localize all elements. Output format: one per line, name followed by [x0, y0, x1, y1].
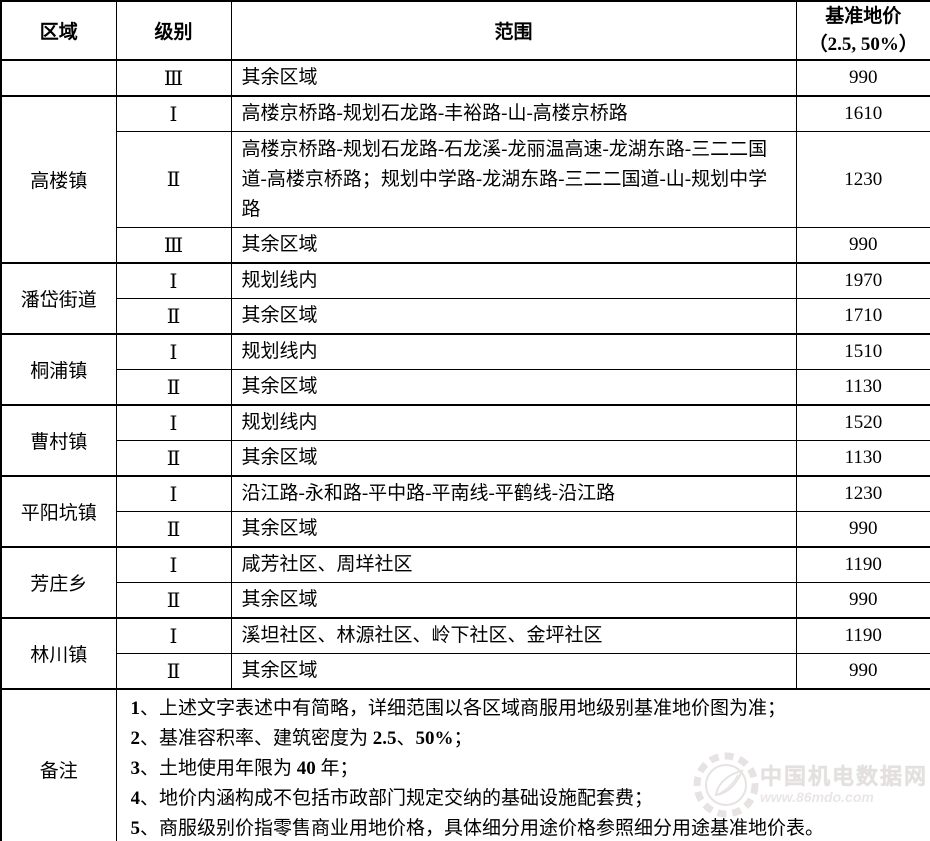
range-cell: 其余区域	[230, 369, 796, 405]
remark-item: 2、基准容积率、建筑密度为 2.5、50%；	[130, 728, 473, 749]
table-row: 潘岱街道 Ⅰ 规划线内 1970	[0, 262, 930, 334]
header-row: 区域 级别 范围 基准地价 （2.5, 50%）	[0, 1, 930, 60]
range-cell: 其余区域	[230, 59, 796, 96]
level-cell: Ⅱ	[115, 653, 231, 689]
table-row: 芳庄乡 Ⅰ 咸芳社区、周垟社区 1190	[0, 546, 930, 618]
level-cell: Ⅲ	[115, 227, 231, 263]
price-cell: 1190	[795, 546, 930, 583]
region-cell: 芳庄乡	[0, 546, 116, 618]
range-cell: 其余区域	[230, 582, 796, 618]
range-cell: 溪坦社区、林源社区、岭下社区、金坪社区	[230, 617, 796, 654]
level-cell: Ⅲ	[115, 59, 231, 96]
price-cell: 1230	[795, 131, 930, 228]
table-row: Ⅱ 高楼京桥路-规划石龙路-石龙溪-龙丽温高速-龙湖东路-三二二国道-高楼京桥路；…	[1, 131, 930, 228]
remark-item: 3、土地使用年限为 40 年；	[130, 758, 359, 779]
table-row: 高楼镇 Ⅰ 高楼京桥路-规划石龙路-丰裕路-山-高楼京桥路 1610	[0, 95, 930, 263]
header-price-line1: 基准地价	[825, 5, 902, 27]
level-cell: Ⅰ	[115, 262, 231, 299]
level-cell: Ⅱ	[115, 131, 231, 228]
region-cell: 高楼镇	[0, 95, 116, 263]
range-cell: 规划线内	[230, 262, 796, 299]
remarks-label: 备注	[0, 688, 116, 841]
table-row: Ⅱ 其余区域 990	[1, 511, 930, 547]
level-cell: Ⅰ	[115, 333, 231, 370]
level-cell: Ⅱ	[115, 369, 231, 405]
region-cell: 潘岱街道	[0, 262, 116, 334]
range-cell: 其余区域	[230, 298, 796, 334]
price-cell: 990	[795, 653, 930, 689]
table-row: 曹村镇 Ⅰ 规划线内 1520	[0, 404, 930, 476]
level-cell: Ⅰ	[115, 617, 231, 654]
price-cell: 1510	[795, 333, 930, 370]
range-cell: 规划线内	[230, 333, 796, 370]
range-cell: 规划线内	[230, 404, 796, 441]
table-row: 桐浦镇 Ⅰ 规划线内 1510	[0, 333, 930, 405]
header-region: 区域	[0, 1, 116, 60]
region-cell: 平阳坑镇	[0, 475, 116, 547]
table-row: Ⅱ 其余区域 1130	[1, 369, 930, 405]
level-cell: Ⅰ	[115, 546, 231, 583]
range-cell: 高楼京桥路-规划石龙路-丰裕路-山-高楼京桥路	[230, 95, 796, 132]
price-cell: 1610	[795, 95, 930, 132]
price-cell: 990	[795, 59, 930, 96]
price-cell: 990	[795, 582, 930, 618]
level-cell: Ⅱ	[115, 511, 231, 547]
header-level: 级别	[115, 1, 231, 60]
remark-item: 4、地价内涵构成不包括市政部门规定交纳的基础设施配套费；	[130, 788, 654, 809]
price-cell: 990	[795, 511, 930, 547]
table-row: Ⅱ 其余区域 1130	[1, 440, 930, 476]
table-row: 林川镇 Ⅰ 溪坦社区、林源社区、岭下社区、金坪社区 1190	[0, 617, 930, 689]
header-range: 范围	[230, 1, 796, 60]
range-cell: 其余区域	[230, 653, 796, 689]
remark-item: 5、商服级别价指零售商业用地价格，具体细分用途价格参照细分用途基准地价表。	[130, 818, 825, 839]
remarks-row: 备注 1、上述文字表述中有简略，详细范围以各区域商服用地级别基准地价图为准； 2、基…	[0, 688, 930, 841]
range-cell: 沿江路-永和路-平中路-平南线-平鹤线-沿江路	[230, 475, 796, 512]
table-row: 平阳坑镇 Ⅰ 沿江路-永和路-平中路-平南线-平鹤线-沿江路 1230	[0, 475, 930, 547]
remark-item: 1、上述文字表述中有简略，详细范围以各区域商服用地级别基准地价图为准；	[130, 698, 787, 719]
level-cell: Ⅰ	[115, 95, 231, 132]
price-cell: 1230	[795, 475, 930, 512]
region-cell: 林川镇	[0, 617, 116, 689]
price-cell: 1970	[795, 262, 930, 299]
price-cell: 1130	[795, 369, 930, 405]
header-price: 基准地价 （2.5, 50%）	[795, 1, 930, 60]
level-cell: Ⅰ	[115, 475, 231, 512]
price-cell: 1130	[795, 440, 930, 476]
region-cell	[0, 59, 116, 96]
price-cell: 990	[795, 227, 930, 263]
table-row: Ⅱ 其余区域 990	[1, 582, 930, 618]
table-row: Ⅲ 其余区域 990	[1, 227, 930, 263]
remarks-content: 1、上述文字表述中有简略，详细范围以各区域商服用地级别基准地价图为准； 2、基准容…	[115, 688, 930, 841]
table-row: Ⅲ 其余区域 990	[0, 59, 930, 96]
header-price-line2: （2.5, 50%）	[808, 33, 918, 55]
range-cell: 其余区域	[230, 440, 796, 476]
table-row: Ⅱ 其余区域 990	[1, 653, 930, 689]
range-cell: 咸芳社区、周垟社区	[230, 546, 796, 583]
price-cell: 1190	[795, 617, 930, 654]
table-row: Ⅱ 其余区域 1710	[1, 298, 930, 334]
level-cell: Ⅱ	[115, 440, 231, 476]
level-cell: Ⅱ	[115, 582, 231, 618]
price-cell: 1520	[795, 404, 930, 441]
range-cell: 高楼京桥路-规划石龙路-石龙溪-龙丽温高速-龙湖东路-三二二国道-高楼京桥路；规…	[230, 131, 796, 228]
region-cell: 曹村镇	[0, 404, 116, 476]
region-cell: 桐浦镇	[0, 333, 116, 405]
level-cell: Ⅰ	[115, 404, 231, 441]
range-cell: 其余区域	[230, 227, 796, 263]
range-cell: 其余区域	[230, 511, 796, 547]
price-cell: 1710	[795, 298, 930, 334]
level-cell: Ⅱ	[115, 298, 231, 334]
